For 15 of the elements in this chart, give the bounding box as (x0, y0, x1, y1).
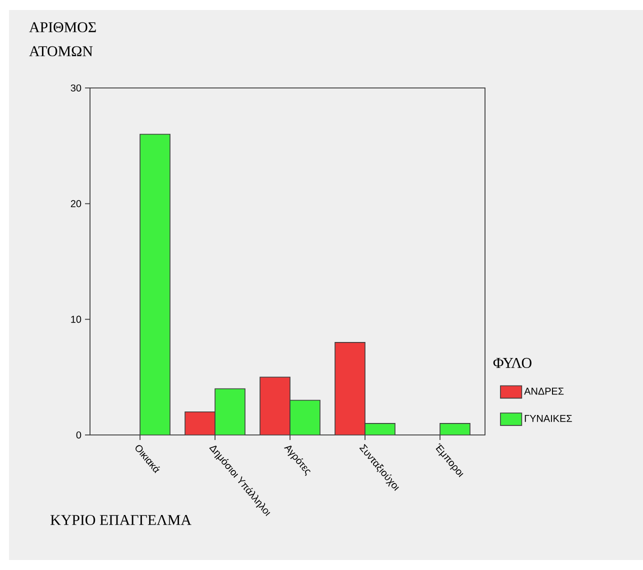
x-axis-title: ΚΥΡΙΟ ΕΠΑΓΓΕΛΜΑ (50, 514, 192, 526)
y-tick-label: 30 (70, 84, 82, 92)
bar (214, 388, 246, 435)
bar (290, 400, 320, 435)
legend-label: ΑΝΔΡΕΣ (524, 388, 564, 395)
bar (260, 376, 290, 435)
y-tick-label: 0 (76, 431, 82, 439)
y-axis-title: ΑΡΙΘΜΟΣ ΑΤΟΜΩΝ (29, 22, 96, 56)
bar (140, 134, 170, 435)
legend-title: ΦΥΛΟ (493, 358, 532, 368)
bar (334, 342, 366, 435)
y-tick-label: 20 (70, 200, 82, 208)
legend-label: ΓΥΝΑΙΚΕΣ (524, 415, 572, 422)
bar (184, 411, 216, 435)
y-tick-label: 10 (71, 316, 82, 323)
